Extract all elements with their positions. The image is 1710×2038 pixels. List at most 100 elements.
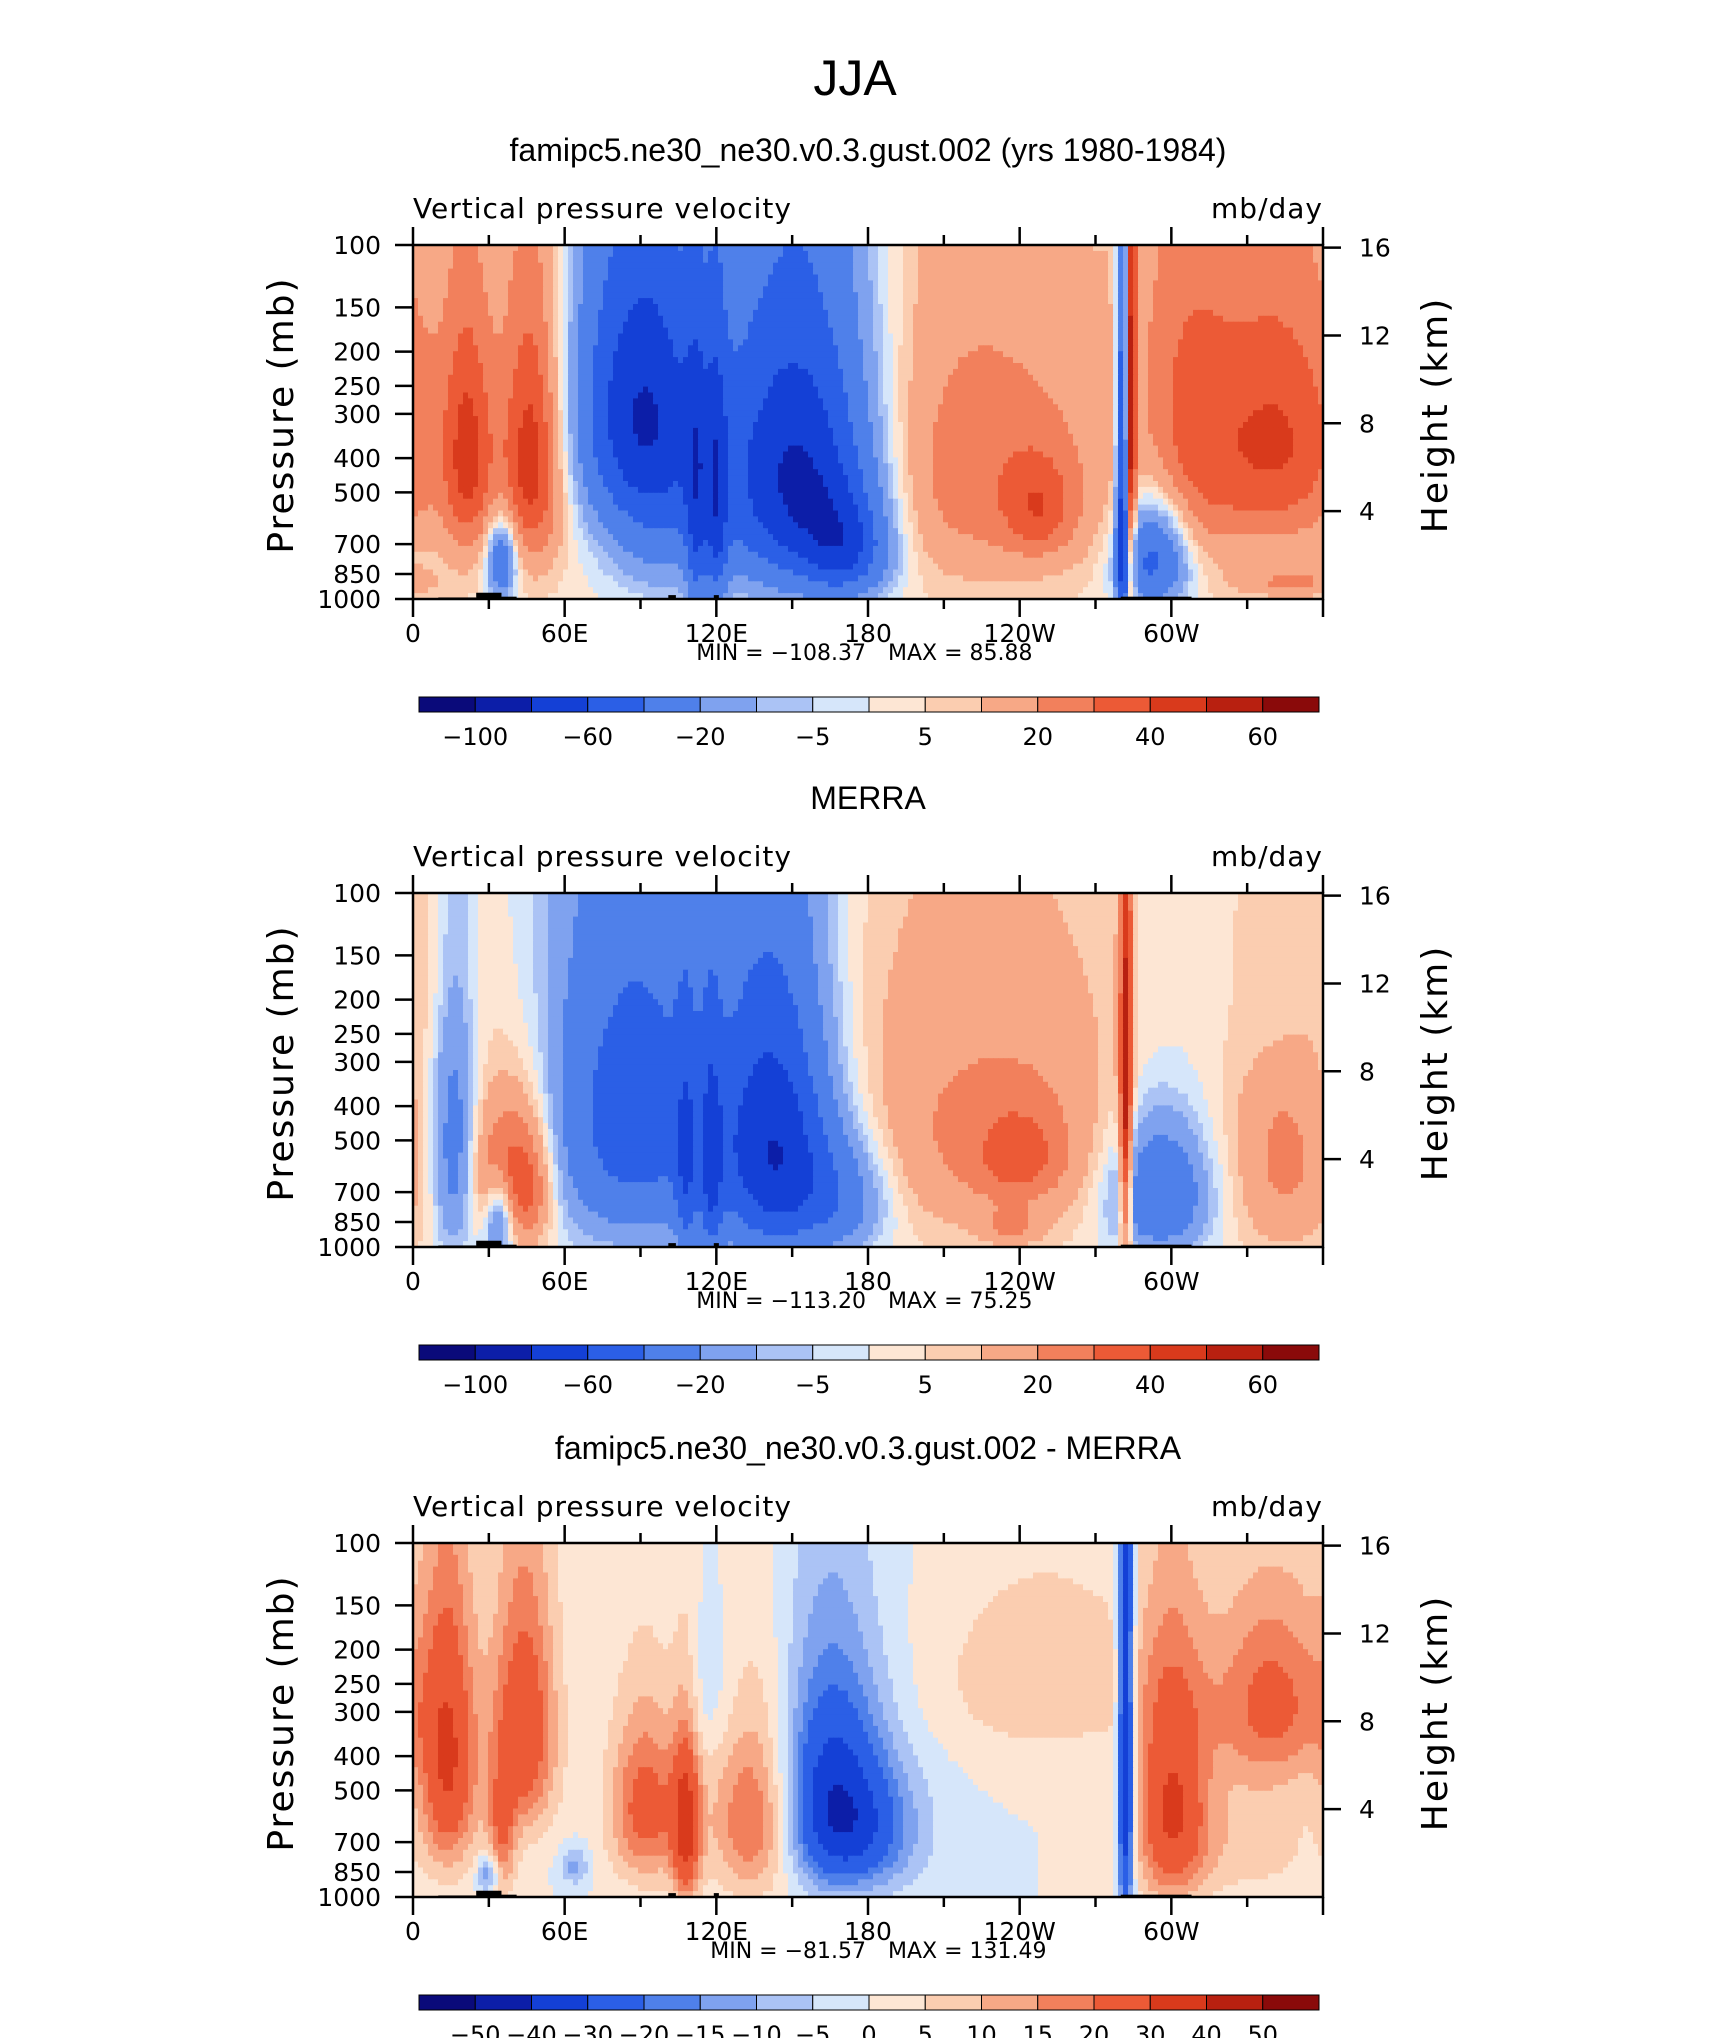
contour-cell: [778, 263, 784, 270]
contour-cell: [483, 275, 489, 282]
contour-cell: [688, 269, 694, 276]
contour-cell: [658, 263, 664, 270]
contour-cell: [773, 251, 779, 258]
contour-cell: [1188, 257, 1194, 264]
contour-cell: [933, 251, 939, 258]
contour-cell: [1108, 275, 1114, 282]
contour-cell: [1013, 251, 1019, 258]
contour-cell: [1028, 269, 1034, 276]
contour-cell: [1313, 251, 1319, 258]
contour-cell: [483, 286, 489, 293]
contour-cell: [1228, 263, 1234, 270]
contour-cell: [798, 263, 804, 270]
contour-cell: [448, 280, 454, 287]
contour-cell: [1123, 280, 1129, 287]
contour-cell: [1158, 257, 1164, 264]
contour-cell: [1013, 257, 1019, 264]
contour-cell: [1308, 275, 1314, 282]
contour-cell: [1103, 275, 1109, 282]
contour-cell: [1018, 286, 1024, 293]
contour-cell: [1298, 251, 1304, 258]
contour-cell: [668, 251, 674, 258]
contour-cell: [663, 286, 669, 293]
contour-cell: [1303, 280, 1309, 287]
contour-cell: [473, 251, 479, 258]
contour-cell: [658, 251, 664, 258]
contour-cell: [1238, 275, 1244, 282]
contour-cell: [1133, 269, 1139, 276]
contour-cell: [748, 257, 754, 264]
contour-cell: [1143, 251, 1149, 258]
contour-cell: [633, 269, 639, 276]
contour-cell: [1193, 263, 1199, 270]
contour-cell: [538, 275, 544, 282]
contour-cell: [1113, 251, 1119, 258]
contour-cell: [1148, 280, 1154, 287]
contour-cell: [863, 275, 869, 282]
contour-cell: [493, 257, 499, 264]
contour-cell: [1273, 280, 1279, 287]
contour-cell: [943, 286, 949, 293]
contour-cell: [1103, 263, 1109, 270]
contour-cell: [443, 251, 449, 258]
contour-cell: [1298, 269, 1304, 276]
contour-cell: [883, 251, 889, 258]
contour-cell: [1043, 275, 1049, 282]
contour-cell: [1118, 275, 1124, 282]
contour-cell: [1053, 257, 1059, 264]
contour-cell: [1263, 275, 1269, 282]
contour-cell: [783, 269, 789, 276]
contour-cell: [808, 269, 814, 276]
contour-cell: [1173, 275, 1179, 282]
contour-cell: [928, 257, 934, 264]
contour-cell: [1178, 251, 1184, 258]
contour-cell: [933, 286, 939, 293]
contour-cell: [658, 286, 664, 293]
contour-cell: [973, 263, 979, 270]
contour-cell: [493, 251, 499, 258]
contour-cell: [1238, 263, 1244, 270]
contour-cell: [438, 257, 444, 264]
contour-cell: [1288, 275, 1294, 282]
contour-cell: [463, 286, 469, 293]
contour-cell: [688, 263, 694, 270]
contour-cell: [758, 280, 764, 287]
contour-cell: [583, 257, 589, 264]
contour-cell: [1028, 275, 1034, 282]
contour-cell: [503, 275, 509, 282]
contour-cell: [698, 257, 704, 264]
contour-cell: [833, 257, 839, 264]
contour-cell: [643, 275, 649, 282]
contour-cell: [488, 251, 494, 258]
contour-cell: [748, 263, 754, 270]
contour-cell: [433, 251, 439, 258]
contour-cell: [1243, 269, 1249, 276]
contour-cell: [1063, 251, 1069, 258]
contour-cell: [1303, 263, 1309, 270]
contour-cell: [838, 251, 844, 258]
contour-cell: [1203, 269, 1209, 276]
contour-cell: [853, 263, 859, 270]
contour-cell: [458, 275, 464, 282]
contour-cell: [508, 251, 514, 258]
contour-cell: [1058, 286, 1064, 293]
contour-cell: [963, 263, 969, 270]
contour-cell: [783, 257, 789, 264]
contour-cell: [588, 275, 594, 282]
contour-cell: [878, 251, 884, 258]
contour-cell: [628, 263, 634, 270]
contour-cell: [528, 257, 534, 264]
contour-cell: [1093, 280, 1099, 287]
contour-cell: [733, 251, 739, 258]
contour-cell: [763, 263, 769, 270]
contour-cell: [583, 269, 589, 276]
contour-cell: [1038, 251, 1044, 258]
contour-cell: [1283, 257, 1289, 264]
contour-cell: [1288, 251, 1294, 258]
contour-cell: [1288, 263, 1294, 270]
contour-cell: [703, 263, 709, 270]
contour-cell: [713, 257, 719, 264]
contour-cell: [1138, 263, 1144, 270]
contour-cell: [963, 257, 969, 264]
contour-cell: [478, 257, 484, 264]
